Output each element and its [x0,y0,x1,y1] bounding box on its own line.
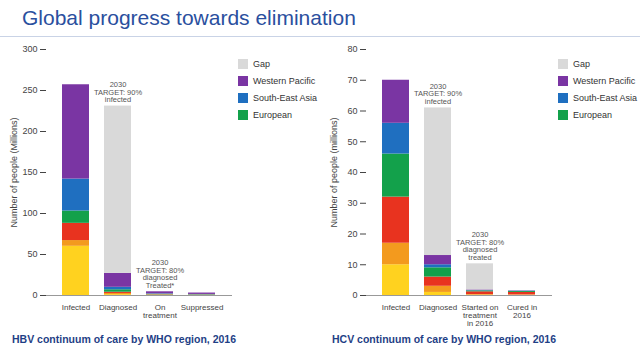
svg-text:Infected: Infected [382,303,410,312]
svg-text:2030TARGET: 80%diagnosedtreate: 2030TARGET: 80%diagnosedtreated [456,230,505,262]
svg-text:2030TARGET: 80%diagnosedTreate: 2030TARGET: 80%diagnosedTreated* [136,258,185,290]
svg-text:0: 0 [352,290,357,300]
html-text:HBV continuum of care by WHO r: HBV continuum of care by WHO region, 201… [12,333,236,345]
svg-text:Diagnosed: Diagnosed [419,303,457,312]
svg-text:200: 200 [22,126,37,136]
html-text:European: European [253,110,292,120]
svg-text:2030TARGET: 90%infected: 2030TARGET: 90%infected [414,82,463,106]
svg-text:0: 0 [32,290,37,300]
html-text:Western Pacific: Western Pacific [573,76,636,86]
html-text:HCV continuum of care by WHO r: HCV continuum of care by WHO region, 201… [332,333,556,345]
html-text:Gap: Gap [573,59,590,69]
html-text:Western Pacific: Western Pacific [253,76,316,86]
svg-text:300: 300 [22,44,37,54]
svg-text:150: 150 [22,167,37,177]
svg-text:10: 10 [347,260,357,270]
html-text:South-East Asia: South-East Asia [573,93,637,103]
html-text:South-East Asia: South-East Asia [253,93,317,103]
svg-text:60: 60 [347,106,357,116]
svg-text:Ontreatment: Ontreatment [143,303,178,320]
svg-text:Number of people (millions): Number of people (millions) [329,117,339,227]
svg-text:Cured in2016: Cured in2016 [507,303,537,320]
svg-text:30: 30 [347,198,357,208]
svg-text:40: 40 [347,167,357,177]
svg-text:2030TARGET: 90%infected: 2030TARGET: 90%infected [94,80,143,104]
html-text:European: European [573,110,612,120]
svg-text:250: 250 [22,85,37,95]
svg-text:Started ontreatmentin 2016: Started ontreatmentin 2016 [462,303,499,328]
svg-text:Number of people (Millions): Number of people (Millions) [9,117,19,227]
svg-text:70: 70 [347,75,357,85]
svg-text:50: 50 [27,249,37,259]
svg-text:20: 20 [347,229,357,239]
svg-text:Suppressed: Suppressed [181,303,224,312]
html-text:Global progress towards elimin: Global progress towards elimination [22,6,356,29]
svg-text:Diagnosed: Diagnosed [99,303,137,312]
svg-text:Infected: Infected [62,303,90,312]
svg-text:80: 80 [347,44,357,54]
html-text:Gap: Gap [253,59,270,69]
svg-text:100: 100 [22,208,37,218]
svg-text:50: 50 [347,137,357,147]
